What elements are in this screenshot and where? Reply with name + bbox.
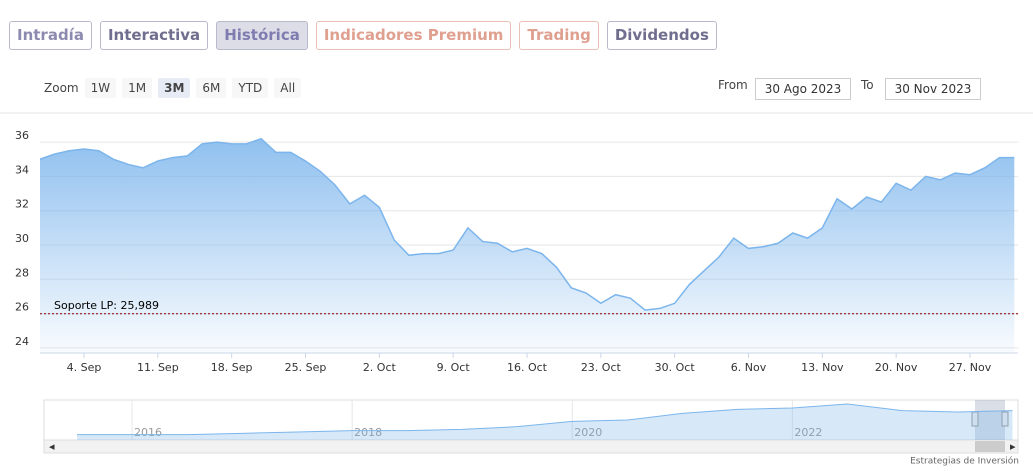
x-tick-label: 11. Sep [137, 361, 179, 374]
x-tick-label: 4. Sep [67, 361, 102, 374]
zoom-button[interactable]: 1M [122, 78, 153, 98]
scrollbar[interactable] [43, 439, 1019, 454]
zoom-button[interactable]: YTD [232, 78, 269, 98]
to-input[interactable]: 30 Nov 2023 [885, 78, 981, 100]
scroll-right[interactable]: ▸ [1010, 440, 1016, 453]
x-tick-label: 16. Oct [507, 361, 548, 374]
scroll-left[interactable]: ◂ [49, 440, 55, 453]
zoom-button[interactable]: 3M [158, 78, 191, 98]
navigator-label: 2016 [134, 426, 162, 439]
price-line [40, 137, 1015, 311]
zoom-label: Zoom [44, 81, 79, 95]
y-tick-label: 36 [15, 129, 29, 142]
tab[interactable]: Interactiva [99, 21, 209, 50]
x-tick-label: 25. Sep [285, 361, 327, 374]
navigator-handle[interactable] [1001, 411, 1009, 427]
x-tick-label: 9. Oct [437, 361, 471, 374]
zoom-button[interactable]: 1W [84, 78, 117, 98]
x-tick-label: 27. Nov [949, 361, 992, 374]
x-tick-label: 30. Oct [655, 361, 696, 374]
y-tick-label: 24 [15, 335, 29, 348]
tab[interactable]: Intradía [9, 21, 92, 50]
y-tick-label: 30 [15, 232, 29, 245]
x-tick-label: 6. Nov [731, 361, 767, 374]
x-tick-label: 23. Oct [581, 361, 622, 374]
credit: Estrategias de Inversión [910, 456, 1019, 467]
navigator-area [77, 404, 1013, 440]
tab[interactable]: Indicadores Premium [315, 21, 512, 50]
y-tick-label: 28 [15, 266, 29, 279]
navigator-mask[interactable] [975, 400, 1005, 440]
tab[interactable]: Histórica [216, 21, 308, 50]
zoom-button[interactable]: All [274, 78, 302, 98]
navigator-line [77, 403, 1013, 436]
tab[interactable]: Dividendos [606, 21, 717, 50]
x-tick-label: 2. Oct [363, 361, 397, 374]
x-tick-label: 18. Sep [211, 361, 253, 374]
y-tick-label: 32 [15, 198, 29, 211]
tabs: Intradía Interactiva Histórica Indicador… [9, 21, 717, 50]
to-label: To [861, 78, 874, 92]
support-label: Soporte LP: 25,989 [54, 299, 159, 312]
tab[interactable]: Trading [519, 21, 599, 50]
scroll-thumb[interactable] [975, 441, 1005, 452]
zoom-button[interactable]: 6M [196, 78, 227, 98]
from-label: From [718, 78, 748, 92]
y-tick-label: 34 [15, 163, 29, 176]
from-input[interactable]: 30 Ago 2023 [755, 78, 851, 100]
navigator-label: 2018 [354, 426, 382, 439]
x-tick-label: 13. Nov [801, 361, 844, 374]
area-fill [40, 138, 1015, 353]
navigator-frame [43, 399, 1019, 441]
navigator-handle[interactable] [971, 411, 979, 427]
zoom-bar: Zoom 1W 1M 3M 6M YTD All [44, 78, 302, 98]
y-tick-label: 26 [15, 301, 29, 314]
navigator-label: 2022 [794, 426, 822, 439]
x-tick-label: 20. Nov [875, 361, 918, 374]
navigator-label: 2020 [574, 426, 602, 439]
